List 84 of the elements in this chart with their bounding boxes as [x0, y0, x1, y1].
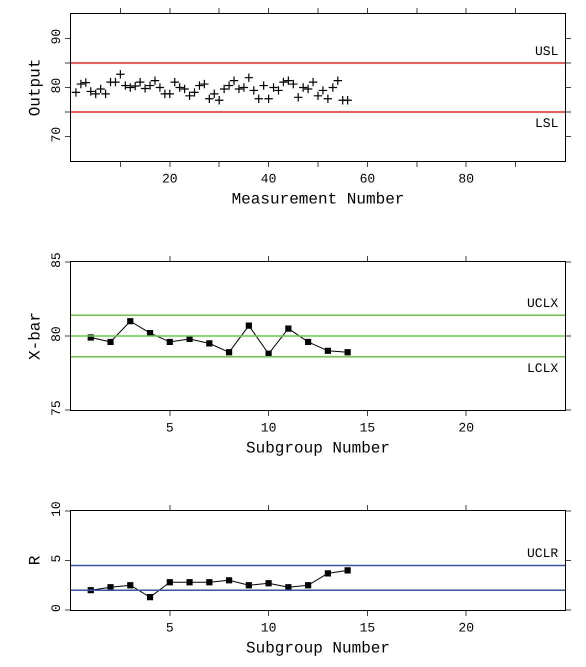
ref-line-label: USL [535, 44, 558, 59]
x-axis-title: Subgroup Number [246, 439, 390, 458]
ref-line-label: LCLX [527, 361, 558, 376]
point [305, 582, 312, 588]
y-axis-title: Output [26, 58, 45, 116]
y-axis-title: R [26, 555, 45, 566]
x-tick-label: 10 [260, 420, 276, 436]
ref-line-label: UCLR [527, 546, 558, 561]
point [127, 582, 134, 588]
point [127, 318, 134, 324]
point [332, 76, 343, 86]
ref-line-label: UCLX [527, 296, 558, 311]
point [226, 577, 232, 584]
y-tick-label: 10 [48, 501, 64, 517]
y-tick-label: 70 [48, 126, 64, 142]
x-tick-label: 5 [166, 620, 174, 636]
x-tick-label: 40 [260, 172, 276, 187]
point [328, 82, 338, 92]
point [313, 91, 323, 101]
point [186, 579, 193, 586]
y-tick-label: 80 [48, 326, 64, 342]
point [190, 88, 200, 98]
point [248, 86, 259, 96]
point [344, 349, 351, 356]
point [305, 338, 312, 346]
point [293, 92, 304, 102]
x-axis-title: Subgroup Number [246, 639, 390, 658]
ref-line-label: LSL [535, 116, 558, 131]
point [81, 78, 91, 88]
point [246, 322, 252, 329]
point [110, 77, 120, 87]
point [146, 594, 154, 600]
point [278, 77, 288, 87]
y-tick-label: 0 [48, 604, 64, 612]
point [206, 340, 212, 346]
point [258, 80, 268, 90]
point [264, 94, 274, 104]
y-axis-title: X-bar [26, 312, 45, 360]
point [200, 79, 210, 89]
point [234, 84, 244, 94]
point [194, 80, 204, 90]
x-tick-label: 80 [458, 172, 474, 187]
x-tick-label: 20 [458, 420, 474, 436]
point [166, 338, 173, 346]
point [130, 81, 140, 91]
point [344, 567, 351, 574]
point [229, 76, 239, 86]
point [166, 579, 173, 586]
y-tick-label: 90 [48, 28, 64, 44]
point [324, 348, 331, 354]
point [342, 95, 352, 106]
point [76, 79, 86, 89]
point [285, 326, 292, 332]
point [244, 72, 254, 82]
point [204, 94, 214, 104]
point [71, 88, 81, 98]
x-tick-label: 20 [162, 172, 178, 187]
point [318, 86, 328, 96]
x-tick-label: 15 [360, 420, 376, 436]
x-axis-title: Measurement Number [232, 190, 404, 208]
x-tick-label: 20 [458, 620, 474, 636]
point [324, 570, 331, 576]
point [116, 69, 126, 80]
point [107, 338, 114, 346]
y-tick-label: 5 [48, 554, 64, 562]
point [145, 80, 155, 90]
point [308, 77, 318, 87]
point [219, 84, 229, 94]
y-tick-label: 80 [48, 78, 64, 94]
point [206, 579, 212, 586]
point [165, 89, 175, 99]
x-tick-label: 60 [360, 172, 376, 187]
point [246, 582, 252, 588]
point [323, 94, 333, 104]
point [239, 82, 249, 92]
x-tick-label: 5 [166, 420, 174, 436]
point [224, 80, 234, 90]
y-tick-label: 75 [48, 400, 64, 416]
x-tick-label: 15 [360, 620, 376, 636]
y-tick-label: 85 [48, 252, 64, 268]
point [266, 580, 272, 586]
x-tick-label: 10 [260, 620, 276, 636]
point [226, 349, 232, 356]
point [254, 94, 264, 104]
